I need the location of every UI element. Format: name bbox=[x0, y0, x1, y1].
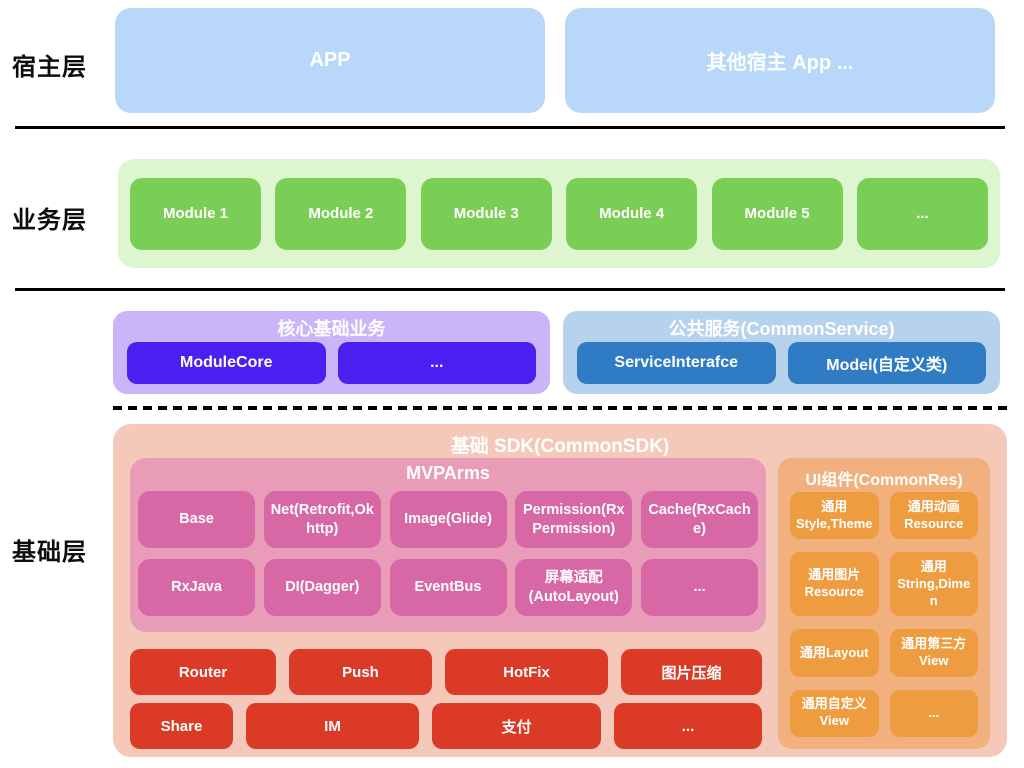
chip-modulecore: ModuleCore bbox=[127, 342, 326, 384]
chip-net-retrofit-okhttp: Net(Retrofit,Okhttp) bbox=[263, 491, 381, 548]
module-box-5: Module 5 bbox=[711, 177, 843, 250]
divider-host-business bbox=[15, 126, 1005, 129]
mvparms-row-1: Base Net(Retrofit,Okhttp) Image(Glide) P… bbox=[138, 491, 758, 548]
mvparms-row-2: RxJava DI(Dagger) EventBus 屏幕适配(AutoLayo… bbox=[138, 559, 758, 616]
module-box-3: Module 3 bbox=[420, 177, 552, 250]
business-panel: Module 1 Module 2 Module 3 Module 4 Modu… bbox=[118, 159, 1000, 268]
chip-thirdparty-view: 通用第三方 View bbox=[889, 629, 978, 677]
chip-string-dimen: 通用String,Dimen bbox=[889, 552, 978, 617]
common-res-panel: UI组件(CommonRes) 通用Style,Theme 通用动画Resour… bbox=[778, 458, 990, 749]
chip-core-more: ... bbox=[337, 342, 536, 384]
chip-res-more: ... bbox=[889, 689, 978, 737]
chip-serviceinterafce: ServiceInterafce bbox=[577, 342, 776, 384]
chip-layout: 通用Layout bbox=[790, 629, 879, 677]
chip-hotfix: HotFix bbox=[445, 649, 608, 695]
chip-custom-view: 通用自定义 View bbox=[790, 689, 879, 737]
core-business-title: 核心基础业务 bbox=[277, 319, 386, 339]
module-box-2: Module 2 bbox=[275, 177, 407, 250]
mvparms-panel: MVPArms Base Net(Retrofit,Okhttp) Image(… bbox=[130, 458, 766, 632]
chip-image-glide: Image(Glide) bbox=[389, 491, 507, 548]
chip-style-theme: 通用Style,Theme bbox=[790, 492, 879, 540]
chip-di-dagger: DI(Dagger) bbox=[263, 559, 381, 616]
mvparms-title: MVPArms bbox=[406, 463, 490, 483]
chip-image-resource: 通用图片Resource bbox=[790, 552, 879, 617]
chip-mvparms-more: ... bbox=[641, 559, 758, 616]
layer-label-base: 基础层 bbox=[12, 539, 87, 566]
common-service-row: ServiceInterafce Model(自定义类) bbox=[577, 342, 986, 384]
chip-eventbus: EventBus bbox=[389, 559, 507, 616]
capability-row-1: Router Push HotFix 图片压缩 bbox=[130, 649, 762, 695]
chip-anim-resource: 通用动画Resource bbox=[889, 492, 978, 540]
core-business-row: ModuleCore ... bbox=[127, 342, 536, 384]
host-box-app: APP bbox=[115, 8, 545, 113]
chip-permission-rxpermission: Permission(RxPermission) bbox=[515, 491, 633, 548]
divider-business-mid bbox=[15, 288, 1005, 291]
layer-label-host: 宿主层 bbox=[12, 54, 87, 81]
chip-capability-more: ... bbox=[614, 703, 762, 749]
module-box-1: Module 1 bbox=[130, 177, 261, 250]
host-box-other: 其他宿主 App ... bbox=[565, 8, 995, 113]
chip-im: IM bbox=[246, 703, 419, 749]
common-sdk-title: 基础 SDK(CommonSDK) bbox=[450, 436, 670, 457]
chip-cache-rxcache: Cache(RxCache) bbox=[641, 491, 758, 548]
chip-rxjava: RxJava bbox=[138, 559, 255, 616]
chip-model: Model(自定义类) bbox=[787, 342, 986, 384]
chip-pay: 支付 bbox=[432, 703, 601, 749]
common-sdk-panel: 基础 SDK(CommonSDK) MVPArms Base Net(Retro… bbox=[113, 424, 1007, 757]
common-service-panel: 公共服务(CommonService) ServiceInterafce Mod… bbox=[563, 311, 1000, 394]
common-service-title: 公共服务(CommonService) bbox=[668, 319, 895, 339]
capability-row-2: Share IM 支付 ... bbox=[130, 703, 762, 749]
module-box-4: Module 4 bbox=[566, 177, 698, 250]
chip-share: Share bbox=[130, 703, 233, 749]
common-res-title: UI组件(CommonRes) bbox=[805, 472, 963, 489]
layer-label-business: 业务层 bbox=[12, 207, 87, 234]
common-res-grid: 通用Style,Theme 通用动画Resource 通用图片Resource … bbox=[790, 492, 978, 737]
module-box-more: ... bbox=[856, 177, 988, 250]
chip-push: Push bbox=[289, 649, 432, 695]
chip-autolayout: 屏幕适配(AutoLayout) bbox=[515, 559, 633, 616]
core-business-panel: 核心基础业务 ModuleCore ... bbox=[113, 311, 550, 394]
chip-router: Router bbox=[130, 649, 276, 695]
chip-base: Base bbox=[138, 491, 255, 548]
divider-dashed-mid-base bbox=[113, 406, 1007, 410]
chip-image-compress: 图片压缩 bbox=[621, 649, 762, 695]
